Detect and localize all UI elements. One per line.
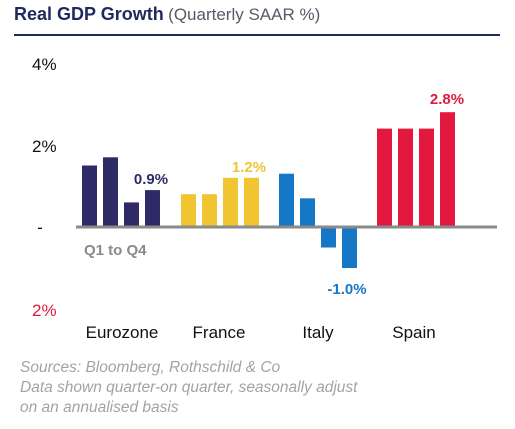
bar	[279, 173, 294, 227]
data-label: 1.2%	[232, 159, 266, 176]
bar	[300, 198, 315, 227]
category-label: Italy	[302, 323, 334, 342]
y-tick-label: 4%	[32, 55, 57, 74]
title-underline	[14, 34, 500, 36]
chart-title-row: Real GDP Growth (Quarterly SAAR %)	[14, 4, 320, 25]
bar	[398, 128, 413, 227]
chart-title: Real GDP Growth	[14, 4, 164, 24]
footnote: Sources: Bloomberg, Rothschild & Co Data…	[20, 358, 510, 418]
data-label: 2.8%	[430, 91, 464, 108]
bar	[342, 227, 357, 268]
bar	[440, 112, 455, 227]
bar	[103, 157, 118, 227]
category-label: Eurozone	[86, 323, 159, 342]
bar	[244, 177, 259, 227]
footnote-line: on an annualised basis	[20, 399, 179, 416]
bar	[419, 128, 434, 227]
footnote-line: Sources: Bloomberg, Rothschild & Co	[20, 359, 281, 376]
gdp-bar-chart: 4% 2% - 2% 0.9% 1.2% -1.0% 2.8% Q1 to Q4 Eurozone…	[32, 55, 497, 342]
data-label: 0.9%	[134, 171, 168, 188]
bar	[321, 227, 336, 248]
data-label: -1.0%	[327, 281, 366, 298]
y-tick-label: 2%	[32, 301, 57, 320]
bar	[202, 194, 217, 227]
footnote-line: Data shown quarter-on quarter, seasonall…	[20, 379, 358, 396]
quarter-range-annotation: Q1 to Q4	[84, 242, 147, 259]
bar	[82, 165, 97, 227]
category-label: France	[193, 323, 246, 342]
y-tick-label: -	[37, 218, 43, 237]
bar	[377, 128, 392, 227]
bar	[223, 177, 238, 227]
y-tick-label: 2%	[32, 137, 57, 156]
bar	[181, 194, 196, 227]
chart-subtitle: (Quarterly SAAR %)	[168, 5, 321, 24]
bar	[124, 202, 139, 227]
bar	[145, 190, 160, 227]
category-label: Spain	[392, 323, 435, 342]
